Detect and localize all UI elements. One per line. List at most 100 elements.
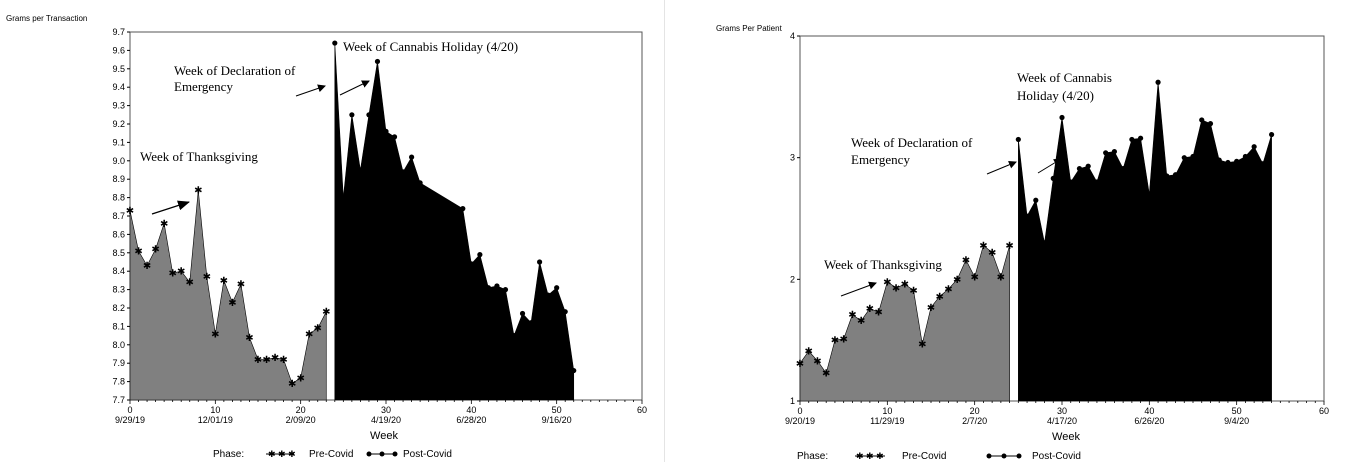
x-tick-label: 50 [1232, 406, 1242, 416]
data-point [562, 309, 568, 315]
data-point [1269, 131, 1275, 138]
x-date-label: 6/26/20 [1134, 416, 1164, 426]
data-point [545, 292, 551, 298]
y-tick-label: 3 [790, 153, 795, 163]
data-point: ✱ [194, 186, 202, 197]
x-tick-label: 0 [797, 406, 802, 416]
annotation-emergency: Week of Declaration of Emergency [851, 135, 1062, 175]
data-point [1129, 136, 1135, 143]
series-layer: ✱✱✱✱✱ ✱✱✱✱ ✱✱✱ ✱✱✱✱✱✱✱✱✱✱✱✱✱ [796, 79, 1275, 402]
data-point: ✱ [211, 329, 219, 340]
x-date-label: 9/20/19 [785, 416, 815, 426]
data-point [409, 154, 415, 160]
data-point: ✱ [805, 347, 813, 358]
annotation-thanksgiving-line-1: Week of Thanksgiving [140, 149, 258, 164]
annotation-holiday-line-2: Holiday (4/20) [1017, 88, 1094, 103]
data-point [1146, 191, 1152, 197]
data-point: ✱ [279, 355, 287, 366]
data-point [502, 287, 509, 293]
data-point [571, 367, 577, 374]
data-point [468, 261, 474, 267]
y-tick-label: 9.4 [112, 82, 125, 92]
data-point [1164, 173, 1170, 179]
data-point [460, 206, 466, 212]
annotation-thanksgiving: Week of Thanksgiving [140, 149, 258, 215]
y-tick-label: 9.5 [112, 64, 125, 74]
data-point [1216, 157, 1222, 163]
data-point [332, 40, 338, 46]
x-date-label: 2/09/20 [286, 415, 316, 425]
arrow-emergency [295, 84, 326, 97]
arrow-thanksgiving [151, 200, 190, 215]
data-point: ✱ [839, 334, 847, 345]
data-point [1103, 150, 1109, 156]
x-tick-label: 60 [637, 405, 647, 415]
data-point: ✱ [271, 353, 279, 364]
data-point: ✱ [970, 272, 978, 283]
annotation-holiday: Week of Cannabis Holiday (4/20) [343, 39, 518, 54]
data-point [1120, 166, 1126, 172]
data-point [537, 259, 543, 265]
y-tick-label: 1 [790, 396, 795, 406]
y-tick-label: 7.9 [112, 358, 125, 368]
data-point [1207, 121, 1214, 127]
data-point: ✱ [186, 278, 194, 289]
series-layer: ✱✱✱✱✱✱ ✱✱✱✱✱✱✱✱✱✱ ✱ ✱ ✱✱✱✱✱✱ [126, 40, 577, 401]
legend-post-dot [379, 451, 385, 457]
legend-post-dot [986, 453, 992, 459]
x-tick-label: 40 [1144, 406, 1154, 416]
x-tick-label: 0 [127, 405, 132, 415]
data-point [1260, 161, 1266, 167]
data-point: ✱ [143, 261, 151, 272]
x-date-label: 12/01/19 [198, 415, 233, 425]
x-date-label: 4/19/20 [371, 415, 401, 425]
data-point: ✱ [874, 308, 882, 319]
data-point [1041, 240, 1048, 246]
data-point: ✱ [322, 307, 330, 318]
y-tick-label: 9.3 [112, 101, 125, 111]
x-axis-title: Week [370, 430, 398, 442]
data-point: ✱ [953, 275, 961, 286]
data-point [1190, 153, 1196, 160]
legend-pre-label: Pre-Covid [902, 451, 946, 462]
data-point: ✱ [822, 369, 830, 380]
y-tick-label: 8.3 [112, 285, 125, 295]
data-point [417, 180, 423, 186]
x-date-label: 6/28/20 [456, 415, 486, 425]
data-point [1225, 159, 1231, 166]
x-tick-label: 40 [466, 405, 476, 415]
x-date-label: 11/29/19 [870, 416, 904, 426]
data-point: ✱ [918, 339, 926, 350]
legend: Phase: ✱ ✱ ✱ Pre-Covid Post-Covid [797, 451, 1081, 462]
data-point [340, 195, 346, 201]
data-point: ✱ [796, 359, 804, 370]
data-point [1094, 179, 1100, 185]
arrow-emergency [986, 160, 1017, 175]
x-tick-label: 30 [381, 405, 391, 415]
y-tick-label: 4 [790, 31, 795, 41]
annotation-emergency-line-2: Emergency [174, 79, 233, 94]
data-point [1076, 166, 1083, 172]
data-point: ✱ [254, 355, 262, 366]
data-point [1059, 114, 1065, 121]
data-point: ✱ [857, 316, 865, 327]
data-point: ✱ [245, 333, 253, 344]
x-date-label: 9/4/20 [1224, 416, 1249, 426]
data-point [1181, 155, 1187, 161]
annotation-emergency-line-2: Emergency [851, 152, 910, 167]
chart-grams-per-transaction: Grams per Transaction ✱✱✱✱✱✱ ✱✱✱✱✱✱✱✱✱✱ ✱ ✱… [6, 14, 647, 460]
data-point [1015, 136, 1021, 143]
data-point: ✱ [892, 283, 900, 294]
y-tick-label: 8.9 [112, 174, 125, 184]
x-tick-label: 50 [552, 405, 562, 415]
data-point: ✱ [126, 206, 134, 217]
annotation-emergency-line-1: Week of Declaration of [851, 135, 973, 150]
data-point: ✱ [177, 267, 185, 278]
data-point: ✱ [813, 356, 821, 367]
annotation-holiday-line-1: Week of Cannabis [1017, 70, 1112, 85]
data-point [485, 285, 491, 291]
legend-post-label: Post-Covid [1032, 451, 1081, 462]
data-point: ✱ [901, 280, 909, 291]
data-point: ✱ [1005, 241, 1013, 252]
